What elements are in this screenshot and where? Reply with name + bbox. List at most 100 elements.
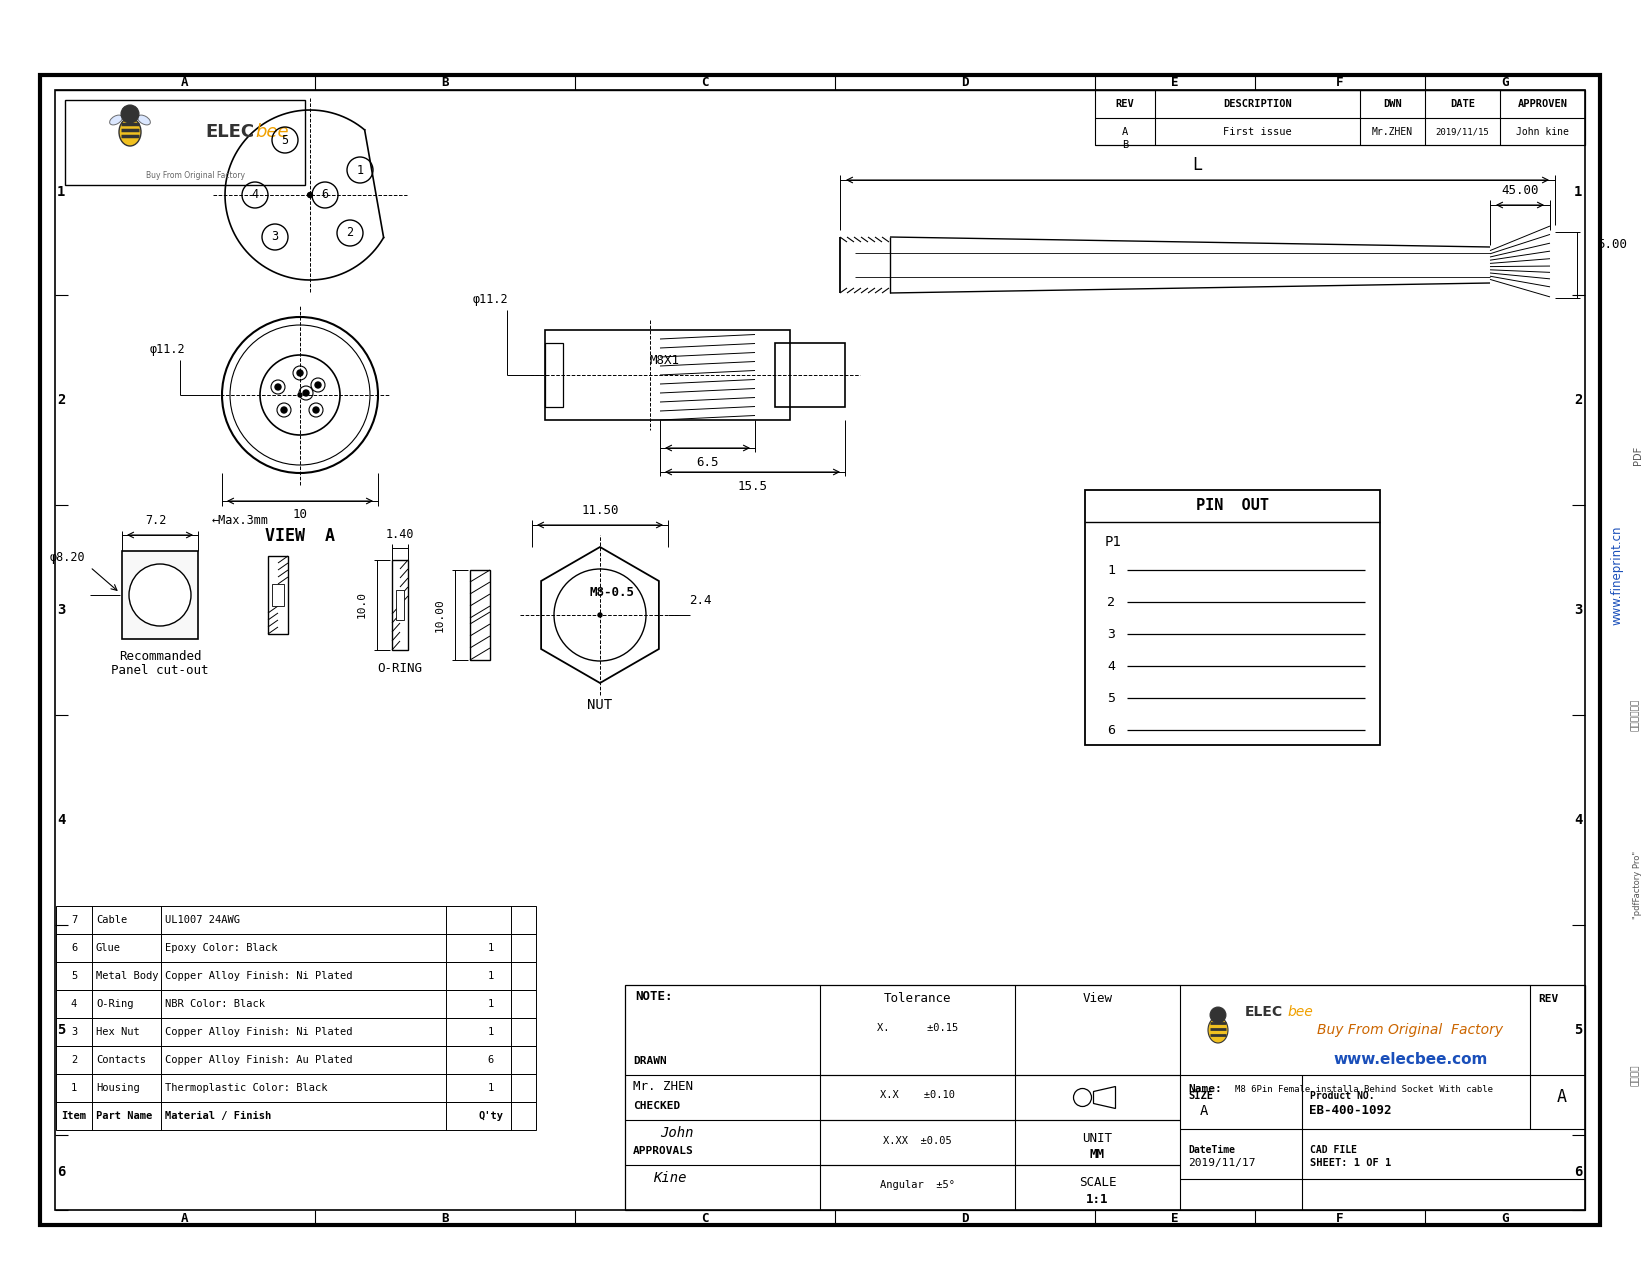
Text: 2019/11/17: 2019/11/17 [1188, 1158, 1256, 1168]
Text: G: G [1502, 1211, 1508, 1224]
Circle shape [314, 407, 318, 413]
Text: E: E [1172, 1211, 1178, 1224]
Circle shape [129, 564, 191, 626]
Text: APPROVALS: APPROVALS [634, 1146, 693, 1156]
Text: 6: 6 [1107, 723, 1115, 737]
Text: G: G [1502, 76, 1508, 89]
Text: Mr. ZHEN: Mr. ZHEN [634, 1080, 693, 1094]
Text: A: A [1122, 128, 1129, 136]
Text: Part Name: Part Name [96, 1111, 152, 1121]
Bar [56, 963, 536, 989]
Text: 4: 4 [56, 813, 66, 827]
Text: 4: 4 [1574, 813, 1582, 827]
Text: 45.00: 45.00 [1502, 185, 1539, 198]
Text: 2: 2 [71, 1054, 78, 1065]
Bar [1086, 490, 1379, 745]
Text: 7.2: 7.2 [145, 515, 167, 528]
Text: F: F [1336, 1211, 1343, 1224]
Text: NUT: NUT [587, 697, 612, 711]
Text: Housing: Housing [96, 1082, 140, 1093]
Text: Recommanded: Recommanded [119, 650, 201, 663]
Text: 2: 2 [346, 227, 353, 240]
Text: A: A [1200, 1104, 1208, 1118]
Text: bee: bee [256, 122, 289, 142]
Text: DRAWN: DRAWN [634, 1056, 667, 1066]
Bar [56, 1046, 536, 1074]
Text: E: E [1172, 76, 1178, 89]
Text: 2: 2 [56, 393, 66, 407]
Text: 试用版本创建: 试用版本创建 [1630, 699, 1640, 731]
Circle shape [597, 613, 602, 617]
Ellipse shape [109, 115, 122, 125]
Bar [56, 935, 536, 963]
Text: 4: 4 [1107, 659, 1115, 672]
Text: 2.4: 2.4 [688, 593, 711, 607]
Text: 3: 3 [71, 1026, 78, 1037]
Bar [272, 584, 284, 606]
Text: C: C [701, 76, 710, 89]
Text: O-RING: O-RING [378, 662, 422, 674]
Text: PDF: PDF [1634, 445, 1643, 464]
Text: 1: 1 [56, 185, 66, 199]
Text: UNIT: UNIT [1082, 1132, 1112, 1145]
Circle shape [120, 105, 139, 122]
Text: φ11.2: φ11.2 [148, 343, 185, 357]
Bar [64, 99, 305, 185]
Bar [56, 989, 536, 1017]
Text: 1: 1 [1574, 185, 1582, 199]
Text: EB-400-1092: EB-400-1092 [1310, 1104, 1393, 1117]
Text: DateTime: DateTime [1188, 1145, 1234, 1155]
Text: SHEET: 1 OF 1: SHEET: 1 OF 1 [1310, 1158, 1391, 1168]
Text: Product NO.: Product NO. [1310, 1091, 1374, 1102]
Text: 11.50: 11.50 [581, 505, 619, 518]
Text: 3: 3 [1107, 627, 1115, 640]
Text: φ11.2: φ11.2 [472, 293, 508, 306]
Text: MM: MM [1091, 1148, 1106, 1162]
Text: B: B [441, 76, 449, 89]
Text: Epoxy Color: Black: Epoxy Color: Black [165, 944, 277, 952]
Text: 5: 5 [71, 972, 78, 980]
Text: X.X    ±0.10: X.X ±0.10 [879, 1090, 955, 1100]
Text: 6: 6 [488, 1054, 493, 1065]
Ellipse shape [1208, 1017, 1228, 1043]
Text: ELEC: ELEC [1246, 1005, 1284, 1019]
Text: 1.40: 1.40 [386, 529, 414, 542]
Text: Item: Item [61, 1111, 86, 1121]
Text: 5: 5 [282, 134, 289, 147]
Text: M8X1: M8X1 [650, 353, 680, 366]
Bar [625, 986, 1586, 1210]
Bar [544, 343, 563, 407]
Bar [56, 1074, 536, 1102]
Ellipse shape [137, 115, 150, 125]
Text: Mr.ZHEN: Mr.ZHEN [1371, 128, 1412, 136]
Text: 6: 6 [71, 944, 78, 952]
Circle shape [307, 193, 312, 198]
Text: D: D [962, 1211, 969, 1224]
Text: 1: 1 [1107, 564, 1115, 576]
Bar [396, 590, 404, 620]
Bar [393, 560, 408, 650]
Text: 2019/11/15: 2019/11/15 [1436, 128, 1490, 136]
Text: Angular  ±5°: Angular ±5° [879, 1181, 955, 1191]
Text: Panel cut-out: Panel cut-out [111, 664, 210, 677]
Text: NOTE:: NOTE: [635, 991, 673, 1003]
Text: Thermoplastic Color: Black: Thermoplastic Color: Black [165, 1082, 327, 1093]
Text: P1: P1 [1104, 536, 1122, 550]
Text: Contacts: Contacts [96, 1054, 145, 1065]
Text: CHECKED: CHECKED [634, 1102, 680, 1111]
Text: VIEW  A: VIEW A [266, 527, 335, 544]
Bar [122, 551, 198, 639]
Text: John kine: John kine [1516, 128, 1569, 136]
Text: REV: REV [1538, 994, 1558, 1003]
Bar [470, 570, 490, 660]
Text: Copper Alloy Finish: Ni Plated: Copper Alloy Finish: Ni Plated [165, 972, 353, 980]
Text: D: D [962, 76, 969, 89]
Bar [56, 1017, 536, 1046]
Text: 2: 2 [1574, 393, 1582, 407]
Text: Hex Nut: Hex Nut [96, 1026, 140, 1037]
Circle shape [1209, 1007, 1226, 1023]
Text: 1: 1 [71, 1082, 78, 1093]
Text: UL1007 24AWG: UL1007 24AWG [165, 915, 239, 924]
Circle shape [280, 407, 287, 413]
Circle shape [297, 370, 304, 376]
